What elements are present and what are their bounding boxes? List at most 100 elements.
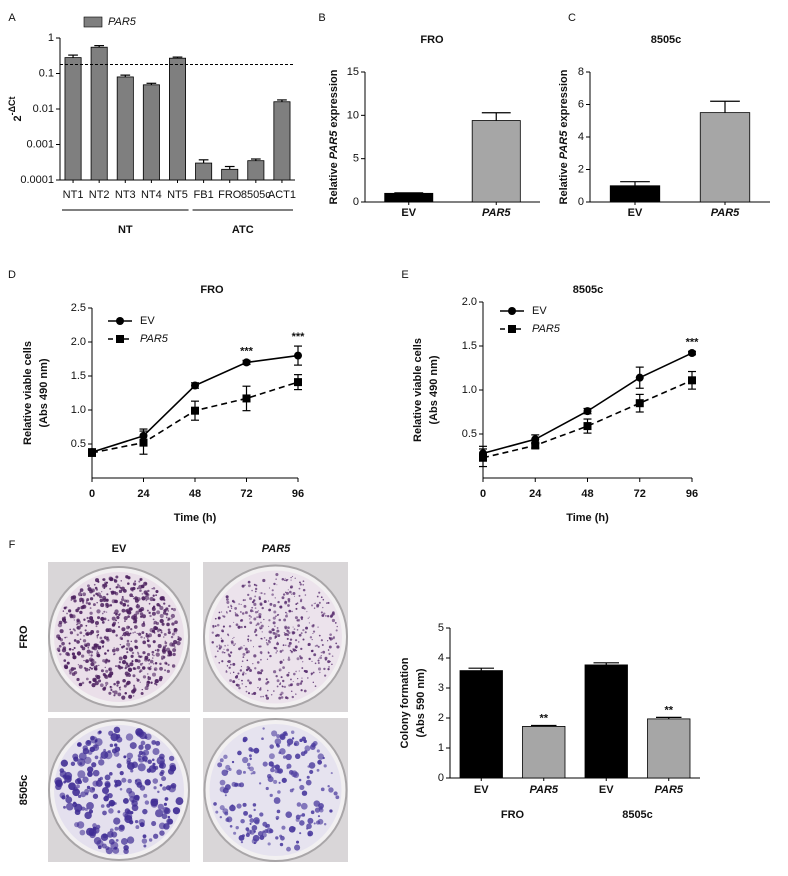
colony — [169, 642, 174, 647]
row-label: 8505c — [18, 775, 30, 806]
colony — [159, 628, 162, 632]
colony — [113, 653, 115, 656]
colony — [284, 577, 286, 579]
colony — [108, 808, 114, 814]
colony — [104, 674, 109, 680]
colony — [335, 629, 338, 632]
colony — [140, 635, 143, 639]
colony — [99, 641, 101, 643]
colony — [121, 695, 126, 700]
legend-label: PAR5 — [532, 323, 561, 335]
colony — [299, 832, 302, 835]
colony — [303, 689, 307, 693]
colony — [145, 599, 147, 602]
colony — [238, 647, 241, 651]
colony — [111, 590, 115, 594]
colony — [87, 619, 91, 623]
colony — [171, 632, 175, 636]
colony — [99, 683, 104, 688]
colony — [172, 807, 181, 815]
colony — [151, 672, 157, 677]
colony — [275, 675, 278, 678]
colony — [154, 678, 159, 684]
colony — [317, 815, 321, 818]
colony — [289, 788, 294, 793]
colony — [237, 672, 240, 675]
colony — [147, 637, 149, 640]
colony — [99, 598, 104, 603]
colony — [134, 778, 142, 786]
colony — [61, 617, 67, 623]
colony — [100, 833, 109, 841]
colony — [287, 644, 291, 648]
colony — [240, 626, 243, 629]
colony — [221, 651, 225, 654]
colony — [131, 608, 133, 610]
y-axis-label: 2-ΔCt — [7, 96, 24, 121]
colony — [154, 765, 159, 770]
colony — [273, 690, 275, 692]
colony — [152, 606, 155, 610]
colony — [86, 802, 94, 810]
x-tick-label: 96 — [292, 488, 304, 500]
colony — [306, 611, 308, 613]
colony — [134, 580, 136, 582]
colony — [163, 632, 167, 636]
colony — [260, 658, 262, 661]
colony — [63, 616, 66, 619]
text-run: 1 — [438, 742, 444, 754]
colony — [125, 682, 129, 686]
colony — [126, 836, 135, 844]
colony — [268, 587, 271, 589]
colony — [127, 664, 131, 668]
x-tick-label: 96 — [686, 488, 698, 500]
colony — [307, 817, 314, 824]
text-run: PAR5 — [108, 16, 137, 28]
colony — [136, 632, 138, 635]
marker — [191, 406, 199, 415]
text-run: B — [318, 12, 325, 24]
colony — [131, 804, 139, 812]
y-tick-label: 4 — [578, 131, 584, 143]
colony — [293, 740, 300, 747]
colony — [293, 672, 296, 676]
colony — [162, 786, 167, 791]
colony — [175, 797, 184, 806]
colony — [330, 639, 332, 641]
colony — [127, 673, 132, 678]
colony — [88, 654, 90, 656]
colony — [223, 652, 226, 654]
colony — [302, 638, 305, 641]
colony — [247, 635, 250, 638]
colony — [228, 666, 231, 669]
colony — [140, 691, 144, 695]
colony — [211, 641, 214, 644]
text-run: EV — [628, 207, 643, 219]
colony — [249, 766, 254, 772]
y-tick-label: 6 — [578, 98, 584, 110]
colony — [268, 636, 272, 640]
colony — [171, 618, 173, 620]
colony — [233, 621, 235, 623]
colony — [251, 589, 253, 592]
colony — [251, 693, 254, 695]
colony — [250, 772, 253, 775]
x-tick-label: NT2 — [89, 189, 110, 201]
colony — [251, 600, 255, 604]
text-run: 1.5 — [462, 340, 477, 352]
colony — [83, 635, 85, 637]
bar — [195, 162, 213, 181]
colony — [119, 643, 122, 646]
colony — [254, 587, 258, 591]
text-run: 1.0 — [462, 384, 477, 396]
colony — [307, 830, 314, 837]
colony — [97, 616, 101, 620]
colony — [76, 743, 81, 747]
colony — [328, 652, 331, 656]
colony — [262, 761, 268, 767]
colony — [85, 677, 89, 681]
colony — [110, 733, 119, 742]
colony — [271, 589, 274, 592]
colony — [174, 646, 176, 648]
colony — [144, 779, 151, 786]
